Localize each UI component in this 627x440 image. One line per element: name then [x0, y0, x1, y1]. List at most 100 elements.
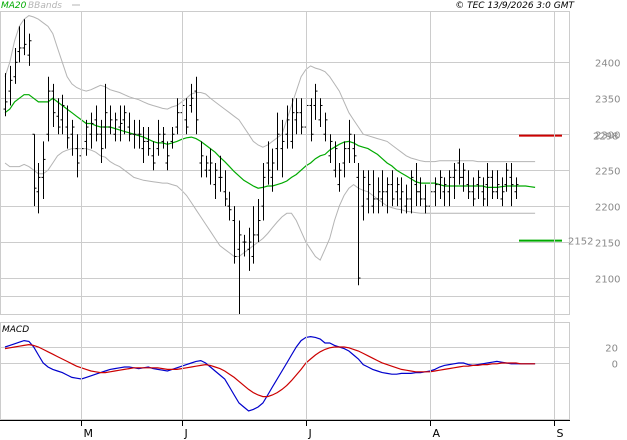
ohlc-bar [323, 112, 328, 142]
month-label: M [84, 427, 94, 440]
ohlc-bar [356, 163, 361, 286]
ohlc-bar [3, 73, 8, 117]
ohlc-bar [399, 177, 404, 214]
ohlc-bar [237, 220, 242, 314]
ohlc-bar [409, 170, 414, 214]
macd-panel: 200 MACD [0, 322, 618, 420]
ohlc-bar [418, 177, 423, 207]
ohlc-bar [438, 170, 443, 199]
ohlc-bar [84, 119, 89, 156]
ohlc-bar [466, 170, 471, 199]
ohlc-bar [385, 177, 390, 214]
price-y-tick-label: 2150 [595, 239, 620, 250]
ohlc-bar [337, 163, 342, 192]
ohlc-bar [290, 98, 295, 149]
ohlc-bar [184, 98, 189, 135]
ohlc-bar [141, 127, 146, 163]
month-label: J [308, 427, 312, 440]
ohlc-bar [146, 127, 151, 156]
ohlc-bar [36, 163, 41, 214]
macd-y-tick-label: 20 [605, 344, 618, 355]
price-y-axis: 2400 2350 2300 2250 2200 2150 2100 [595, 59, 620, 286]
price-bars [3, 19, 519, 314]
ohlc-bar [108, 105, 113, 135]
ohlc-bar [232, 206, 237, 264]
ohlc-bar [242, 234, 247, 257]
ohlc-bar [328, 134, 333, 163]
ohlc-bar [189, 83, 194, 113]
ohlc-bar [199, 141, 204, 178]
month-label: S [557, 427, 564, 440]
support-label: 2152 [568, 237, 593, 248]
ohlc-bar [504, 163, 509, 192]
ohlc-bar [318, 98, 323, 128]
ohlc-bar [500, 177, 505, 207]
ohlc-bar [442, 177, 447, 207]
price-y-tick-label: 2200 [595, 203, 620, 214]
resistance-label: 2298 [593, 132, 618, 143]
month-label: J [184, 427, 188, 440]
ohlc-bar [132, 119, 137, 149]
macd-line [4, 335, 536, 412]
ohlc-bar [447, 170, 452, 207]
ohlc-bar [261, 163, 266, 221]
ohlc-bar [251, 206, 256, 264]
ohlc-bar [60, 94, 65, 135]
price-y-tick-label: 2350 [595, 95, 620, 106]
ohlc-bar [122, 105, 127, 135]
ohlc-bar [294, 98, 299, 135]
macd-gridlines [0, 347, 570, 364]
ohlc-bar [376, 177, 381, 214]
ohlc-bar [481, 177, 486, 207]
ohlc-bar [457, 148, 462, 185]
ohlc-bar [41, 141, 46, 199]
ohlc-bar [32, 133, 37, 207]
ohlc-bar [13, 47, 18, 84]
ohlc-bar [471, 177, 476, 207]
ohlc-bar [161, 127, 166, 149]
price-y-tick-label: 2400 [595, 59, 620, 70]
ohlc-bar [461, 163, 466, 192]
ohlc-bar [103, 83, 108, 149]
ohlc-bar [361, 170, 366, 221]
ohlc-bar [151, 141, 156, 171]
ohlc-bar [22, 19, 27, 56]
ohlc-bar [204, 155, 209, 178]
ohlc-bar [165, 141, 170, 171]
ohlc-bar [113, 112, 118, 142]
ohlc-bar [218, 155, 223, 192]
ohlc-bar [309, 98, 314, 142]
ohlc-bar [476, 170, 481, 199]
ohlc-bar [280, 119, 285, 178]
ohlc-bar [509, 163, 514, 207]
ohlc-bar [285, 105, 290, 149]
ohlc-bar [371, 170, 376, 214]
ohlc-bar [46, 76, 51, 142]
macd-y-axis: 200 [605, 344, 618, 371]
ohlc-bar [270, 148, 275, 192]
ohlc-bar [299, 98, 304, 135]
ohlc-bar [352, 134, 357, 163]
ohlc-bar [342, 141, 347, 178]
ohlc-bar [127, 112, 132, 142]
price-y-tick-label: 2300 [595, 131, 620, 142]
macd-y-tick-label: 0 [612, 360, 618, 371]
ohlc-bar [156, 119, 161, 156]
ohlc-bar [94, 105, 99, 142]
ohlc-bar [89, 112, 94, 149]
ohlc-bar [366, 170, 371, 214]
ohlc-bar [56, 98, 61, 135]
ohlc-bar [495, 170, 500, 199]
ohlc-bar [227, 191, 232, 221]
ohlc-bar [490, 170, 495, 199]
ohlc-bar [194, 76, 199, 135]
ohlc-bar [175, 98, 180, 135]
ohlc-bar [333, 141, 338, 178]
ohlc-bar [275, 112, 280, 171]
ohlc-bar [404, 184, 409, 214]
ohlc-bar [208, 148, 213, 185]
ohlc-bar [27, 33, 32, 66]
ohlc-bar [514, 177, 519, 199]
